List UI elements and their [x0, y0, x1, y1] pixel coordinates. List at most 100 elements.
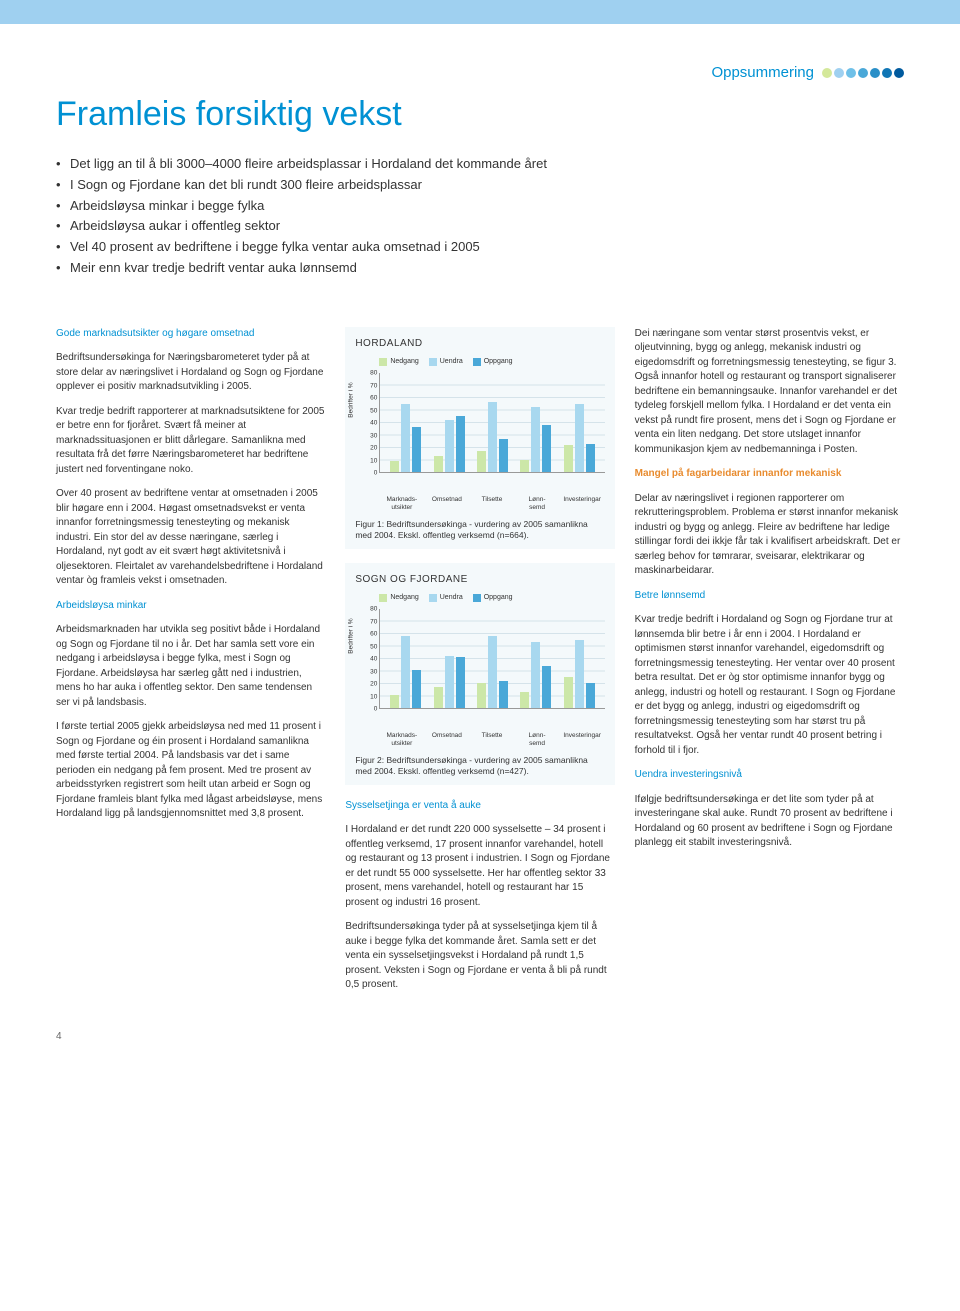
legend-item: Oppgang — [473, 357, 513, 367]
bullet-item: I Sogn og Fjordane kan det bli rundt 300… — [56, 175, 904, 196]
bar-group — [477, 402, 508, 472]
decorative-dot — [834, 68, 844, 78]
bar — [456, 657, 465, 708]
y-tick: 20 — [363, 444, 377, 453]
body-text: Over 40 prosent av bedriftene ventar at … — [56, 487, 325, 589]
y-axis-label: Bedrifter i % — [347, 619, 356, 654]
plot-area — [379, 373, 604, 473]
y-tick: 0 — [363, 469, 377, 478]
bar — [575, 640, 584, 709]
legend-item: Uendra — [429, 593, 463, 603]
subhead: Sysselsetjinga er venta å auke — [345, 799, 614, 814]
y-tick: 80 — [363, 605, 377, 614]
y-tick: 80 — [363, 369, 377, 378]
page-title: Framleis forsiktig vekst — [56, 95, 904, 134]
subhead: Arbeidsløysa minkar — [56, 599, 325, 614]
y-tick: 50 — [363, 642, 377, 651]
x-labels: Marknads-utsikterOmsetnadTilsetteLønn-se… — [355, 732, 604, 746]
chart-caption: Figur 2: Bedriftsundersøkinga - vurderin… — [355, 755, 604, 777]
bar-group — [520, 642, 551, 708]
x-label: Lønn-semd — [515, 496, 560, 510]
y-tick: 60 — [363, 630, 377, 639]
x-label: Investeringar — [560, 732, 605, 746]
decorative-dot — [882, 68, 892, 78]
y-ticks: 01020304050607080 — [363, 373, 377, 473]
column-right: Dei næringane som ventar størst prosentv… — [635, 327, 904, 1003]
x-label: Marknads-utsikter — [379, 496, 424, 510]
bar — [445, 656, 454, 709]
bullet-item: Arbeidsløysa minkar i begge fylka — [56, 196, 904, 217]
legend-item: Oppgang — [473, 593, 513, 603]
header-dots — [822, 68, 904, 78]
bar — [564, 445, 573, 473]
chart-sognogfjordane: SOGN OG FJORDANENedgangUendraOppgangBedr… — [345, 563, 614, 785]
y-tick: 20 — [363, 680, 377, 689]
plot-area — [379, 609, 604, 709]
bar-group — [390, 636, 421, 709]
section-label: Oppsummering — [711, 64, 814, 81]
bar — [499, 439, 508, 473]
bar — [575, 404, 584, 473]
y-ticks: 01020304050607080 — [363, 609, 377, 709]
y-tick: 40 — [363, 655, 377, 664]
body-text: I Hordaland er det rundt 220 000 syssels… — [345, 823, 614, 910]
body-text: Delar av næringslivet i regionen rapport… — [635, 492, 904, 579]
bar — [499, 681, 508, 709]
subhead-orange: Mangel på fagarbeidarar innanfor mekanis… — [635, 467, 904, 482]
bar — [434, 687, 443, 708]
bar — [488, 636, 497, 709]
summary-bullets: Det ligg an til å bli 3000–4000 fleire a… — [56, 154, 904, 279]
bullet-item: Det ligg an til å bli 3000–4000 fleire a… — [56, 154, 904, 175]
chart-legend: NedgangUendraOppgang — [355, 593, 604, 603]
bar — [477, 683, 486, 708]
decorative-dot — [870, 68, 880, 78]
y-tick: 50 — [363, 406, 377, 415]
bar — [456, 416, 465, 472]
bar — [401, 636, 410, 709]
x-label: Lønn-semd — [515, 732, 560, 746]
subhead: Uendra investeringsnivå — [635, 768, 904, 783]
bar — [531, 407, 540, 472]
bar — [445, 420, 454, 473]
header-row: Oppsummering — [56, 64, 904, 81]
subhead: Gode marknadsutsikter og høgare omsetnad — [56, 327, 325, 342]
x-label: Tilsette — [469, 496, 514, 510]
legend-item: Nedgang — [379, 357, 418, 367]
y-tick: 10 — [363, 692, 377, 701]
body-text: Bedriftsundersøkinga tyder på at syssels… — [345, 920, 614, 993]
chart-plot: Bedrifter i %01020304050607080 — [355, 609, 604, 729]
column-left: Gode marknadsutsikter og høgare omsetnad… — [56, 327, 325, 1003]
bar-group — [477, 636, 508, 709]
bar — [401, 404, 410, 473]
x-labels: Marknads-utsikterOmsetnadTilsetteLønn-se… — [355, 496, 604, 510]
bar — [586, 683, 595, 708]
x-label: Investeringar — [560, 496, 605, 510]
body-text: Bedriftsundersøkinga for Næringsbaromete… — [56, 351, 325, 395]
chart-caption: Figur 1: Bedriftsundersøkinga - vurderin… — [355, 519, 604, 541]
bar-group — [434, 656, 465, 709]
y-axis-label: Bedrifter i % — [347, 383, 356, 418]
bar — [520, 692, 529, 708]
bar — [542, 666, 551, 709]
bullet-item: Arbeidsløysa aukar i offentleg sektor — [56, 216, 904, 237]
chart-legend: NedgangUendraOppgang — [355, 357, 604, 367]
chart-plot: Bedrifter i %01020304050607080 — [355, 373, 604, 493]
page-content: Oppsummering Framleis forsiktig vekst De… — [0, 24, 960, 1072]
y-tick: 30 — [363, 667, 377, 676]
body-text: Ifølgje bedriftsundersøkinga er det lite… — [635, 793, 904, 851]
subhead: Betre lønnsemd — [635, 589, 904, 604]
y-tick: 60 — [363, 394, 377, 403]
y-tick: 70 — [363, 381, 377, 390]
y-tick: 40 — [363, 419, 377, 428]
body-text: Kvar tredje bedrift rapporterer at markn… — [56, 405, 325, 478]
bar — [542, 425, 551, 473]
x-label: Marknads-utsikter — [379, 732, 424, 746]
decorative-dot — [846, 68, 856, 78]
y-tick: 30 — [363, 431, 377, 440]
y-tick: 0 — [363, 705, 377, 714]
bar — [412, 427, 421, 472]
top-accent-bar — [0, 0, 960, 24]
bar — [531, 642, 540, 708]
decorative-dot — [858, 68, 868, 78]
bar — [520, 460, 529, 473]
